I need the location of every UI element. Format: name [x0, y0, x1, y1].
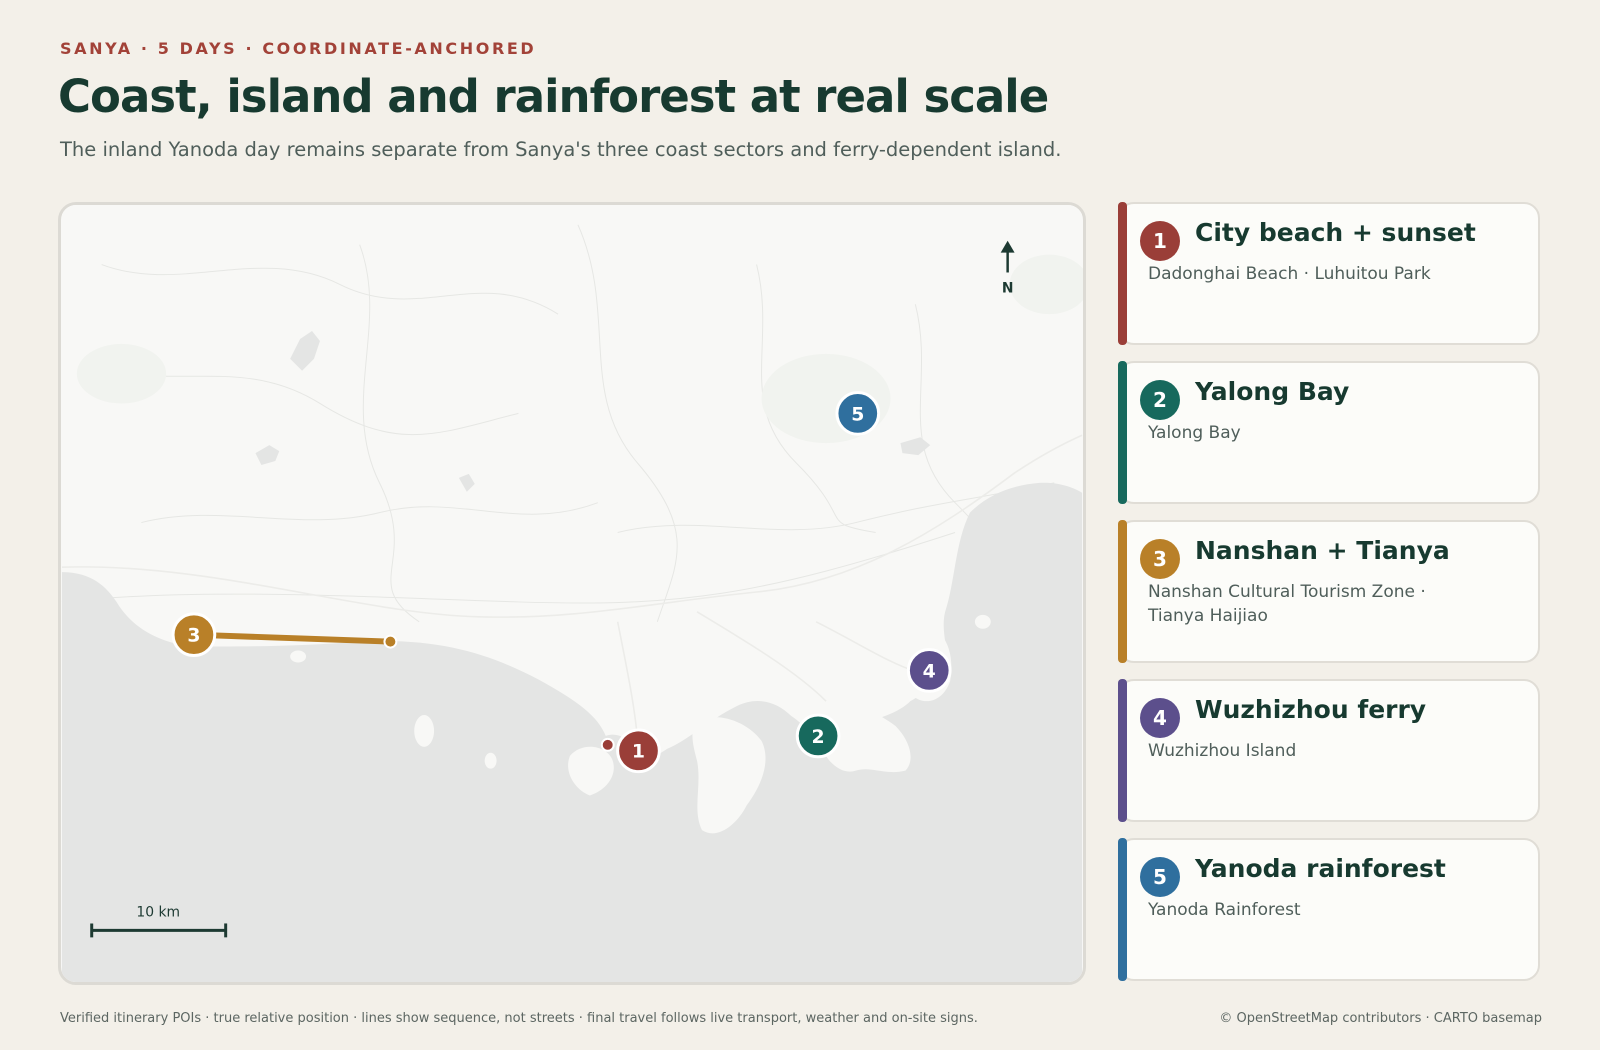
day-places: Nanshan Cultural Tourism Zone · Tianya H…	[1148, 582, 1426, 626]
page-subtitle: The inland Yanoda day remains separate f…	[60, 138, 1062, 161]
marker-number: 3	[187, 626, 200, 647]
day-title: Yalong Bay	[1195, 377, 1350, 406]
marker-number: 5	[851, 404, 864, 425]
basemap[interactable]	[61, 205, 1083, 982]
scale-bar: 10 km	[90, 905, 228, 938]
scale-label: 10 km	[136, 905, 180, 921]
day-card-3[interactable]: 3 Nanshan + Tianya Nanshan Cultural Tour…	[1118, 520, 1540, 663]
day-card-1[interactable]: 1 City beach + sunset Dadonghai Beach · …	[1118, 202, 1540, 345]
north-label: N	[1002, 280, 1014, 296]
marker-day-1[interactable]: 1	[616, 728, 661, 774]
marker-circle	[171, 612, 217, 658]
sea	[61, 482, 1083, 982]
day1-route-endpoint	[600, 737, 615, 752]
day-places: Dadonghai Beach · Luhuitou Park	[1148, 264, 1431, 284]
day-badge: 2	[1140, 380, 1180, 420]
day-places: Yanoda Rainforest	[1148, 900, 1301, 920]
day-card-color-bar	[1118, 361, 1127, 504]
day-places: Yalong Bay	[1148, 423, 1241, 443]
day-badge: 3	[1140, 539, 1180, 579]
lakes	[255, 331, 931, 492]
day-title: Nanshan + Tianya	[1195, 536, 1450, 565]
small-islands	[290, 614, 991, 769]
page-title: Coast, island and rainforest at real sca…	[58, 70, 1049, 123]
day-card-5[interactable]: 5 Yanoda rainforest Yanoda Rainforest	[1118, 838, 1540, 981]
day-title: Wuzhizhou ferry	[1195, 695, 1427, 724]
day3-route-endpoint	[383, 634, 398, 649]
day-badge: 4	[1140, 698, 1180, 738]
marker-number: 4	[923, 661, 936, 682]
day-card-2[interactable]: 2 Yalong Bay Yalong Bay	[1118, 361, 1540, 504]
day-badge: 1	[1140, 221, 1180, 261]
footer-note: Verified itinerary POIs · true relative …	[60, 1011, 978, 1026]
north-arrow-icon	[1000, 240, 1015, 253]
terrain-features	[61, 224, 1055, 623]
marker-number: 1	[632, 742, 645, 763]
day-card-color-bar	[1118, 838, 1127, 981]
day-title: Yanoda rainforest	[1195, 854, 1446, 883]
marker-circle	[906, 648, 952, 693]
day-places: Wuzhizhou Island	[1148, 741, 1297, 761]
eyebrow: SANYA · 5 DAYS · COORDINATE-ANCHORED	[60, 39, 537, 58]
marker-day-4[interactable]: 4	[906, 648, 952, 693]
map-panel[interactable]: 1 2 3 4 5 N 10 km	[58, 202, 1086, 985]
north-arrow: N	[1000, 240, 1015, 296]
day3-route-line	[193, 631, 391, 645]
day-card-color-bar	[1118, 202, 1127, 345]
marker-circle	[795, 713, 841, 759]
marker-circle	[616, 728, 661, 774]
marker-day-5[interactable]: 5	[835, 391, 881, 436]
marker-day-2[interactable]: 2	[795, 713, 841, 759]
marker-number: 2	[812, 727, 825, 748]
day-card-4[interactable]: 4 Wuzhizhou ferry Wuzhizhou Island	[1118, 679, 1540, 822]
marker-day-3[interactable]: 3	[171, 612, 217, 658]
day-card-color-bar	[1118, 679, 1127, 822]
marker-circle	[835, 391, 881, 436]
map-attribution[interactable]: © OpenStreetMap contributors · CARTO bas…	[1219, 1011, 1542, 1026]
day-card-color-bar	[1118, 520, 1127, 663]
overlay: 1 2 3 4 5 N 10 km	[90, 240, 1015, 938]
day-badge: 5	[1140, 857, 1180, 897]
day-title: City beach + sunset	[1195, 218, 1476, 247]
